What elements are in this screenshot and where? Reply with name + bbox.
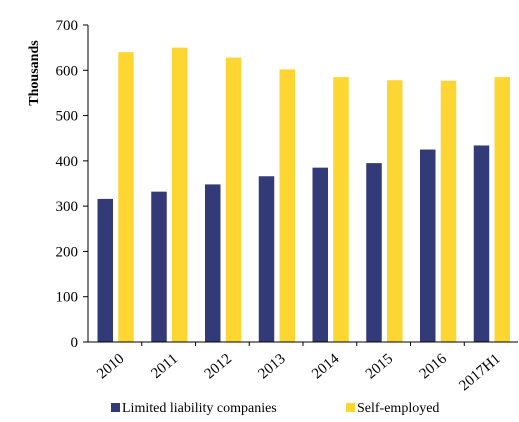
bar-limited-liability-companies <box>205 184 221 342</box>
y-axis-title: Thousands <box>27 40 42 106</box>
y-tick-label: 500 <box>56 109 79 125</box>
x-tick-label: 2012 <box>202 351 235 383</box>
bar-self-employed <box>440 80 457 343</box>
bar-limited-liability-companies <box>366 163 382 342</box>
bar-self-employed <box>225 57 242 342</box>
x-tick-label: 2010 <box>94 351 127 383</box>
bar-self-employed <box>172 47 188 343</box>
y-tick-label: 300 <box>56 199 79 215</box>
bar-limited-liability-companies <box>151 191 167 342</box>
bar-limited-liability-companies <box>258 176 275 342</box>
y-tick-label: 400 <box>56 154 79 170</box>
x-axis: 2010 2011 2012 2013 2014 2015 2016 2017H1 <box>88 341 518 394</box>
y-axis: 0 100 200 300 400 500 600 700 <box>56 18 89 351</box>
legend: Limited liability companies Self-employed <box>111 401 439 416</box>
bar-limited-liability-companies <box>420 149 436 342</box>
legend-label: Self-employed <box>357 401 439 416</box>
legend-swatch <box>346 403 355 412</box>
x-tick-label: 2011 <box>148 351 181 382</box>
y-tick-label: 100 <box>56 290 79 306</box>
y-tick-label: 700 <box>56 18 79 34</box>
x-tick-label: 2017H1 <box>456 351 503 394</box>
bar-limited-liability-companies <box>473 145 490 342</box>
y-tick-label: 200 <box>56 244 79 260</box>
bar-self-employed <box>494 77 510 342</box>
y-tick-label: 600 <box>56 63 79 79</box>
legend-label: Limited liability companies <box>122 401 277 416</box>
x-tick-label: 2014 <box>309 350 343 382</box>
bar-self-employed <box>333 77 349 342</box>
bars-group <box>97 47 510 343</box>
bar-limited-liability-companies <box>312 167 328 342</box>
x-tick-label: 2013 <box>255 351 288 383</box>
bar-limited-liability-companies <box>97 198 113 342</box>
bar-self-employed <box>279 69 295 342</box>
x-tick-label: 2015 <box>363 351 396 383</box>
y-tick-label: 0 <box>71 335 79 351</box>
legend-swatch <box>111 403 120 412</box>
x-tick-label: 2016 <box>417 350 451 382</box>
bar-self-employed <box>118 52 134 343</box>
bar-self-employed <box>387 80 403 343</box>
